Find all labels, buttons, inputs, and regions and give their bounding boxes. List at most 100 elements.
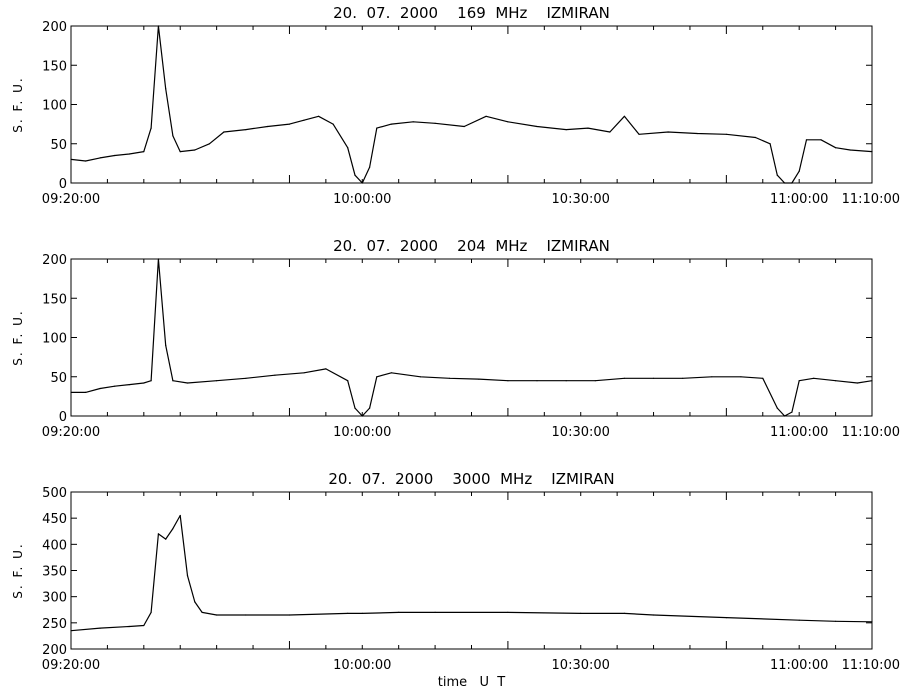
x-tick-label: 10:30:00 — [552, 192, 610, 207]
y-tick-label: 100 — [42, 99, 67, 114]
data-point — [114, 385, 116, 387]
chart-panel-2: 20. 07. 2000 204 MHz IZMIRAN S. F. U. 0 50 1… — [11, 237, 900, 440]
data-point — [288, 614, 291, 616]
data-point — [70, 630, 72, 632]
plot-frame — [70, 258, 873, 417]
data-point — [85, 160, 87, 162]
data-point — [623, 115, 626, 117]
data-point — [652, 614, 655, 616]
y-tick-label: 200 — [42, 20, 67, 35]
x-tick-label: 09:20:00 — [42, 192, 100, 207]
data-point — [434, 122, 436, 124]
data-point — [150, 127, 152, 129]
data-point — [390, 372, 392, 374]
data-point — [157, 258, 159, 260]
data-point — [390, 123, 392, 125]
data-point — [536, 380, 538, 382]
data-point — [507, 121, 509, 123]
data-point — [398, 611, 400, 614]
data-point — [216, 380, 218, 382]
data-point — [638, 133, 640, 135]
data-point — [835, 620, 837, 622]
y-tick-label: 50 — [50, 138, 67, 153]
y-tick-label: 250 — [42, 617, 67, 632]
y-tick-label: 350 — [42, 565, 67, 580]
data-point — [587, 127, 589, 129]
data-point — [805, 139, 808, 141]
data-point — [172, 380, 174, 382]
data-point — [303, 372, 305, 374]
data-point — [99, 387, 101, 390]
data-point — [288, 123, 291, 125]
data-point — [609, 131, 611, 133]
data-point — [820, 139, 822, 141]
data-point — [565, 380, 567, 382]
data-point — [412, 121, 414, 123]
data-point — [165, 538, 167, 540]
data-point — [594, 380, 596, 382]
x-axis-label: time U T — [438, 675, 506, 690]
series-line-1 — [70, 514, 873, 632]
y-tick-label: 500 — [42, 486, 67, 501]
data-point — [172, 135, 174, 137]
x-tick-label: 10:00:00 — [333, 658, 391, 673]
data-point — [165, 344, 167, 346]
data-point — [791, 182, 793, 184]
data-point — [369, 166, 371, 168]
data-point — [245, 129, 247, 131]
data-point — [485, 115, 487, 117]
data-point — [565, 129, 567, 131]
data-point — [798, 380, 800, 382]
data-point — [354, 174, 356, 176]
y-tick-label: 200 — [42, 643, 67, 658]
data-point — [99, 157, 101, 159]
data-point — [157, 533, 159, 535]
y-tick-label: 0 — [59, 410, 67, 425]
data-point — [507, 611, 509, 614]
data-point — [871, 380, 873, 382]
data-point — [186, 382, 189, 384]
data-point — [791, 411, 793, 413]
data-point — [725, 617, 728, 619]
chart-title: 20. 07. 2000 204 MHz IZMIRAN — [333, 237, 610, 255]
x-tick-label: 10:30:00 — [552, 425, 610, 440]
y-tick-label: 50 — [50, 371, 67, 386]
data-point — [856, 382, 859, 384]
data-point — [128, 625, 130, 628]
data-point — [208, 143, 210, 145]
data-point — [143, 624, 145, 627]
y-axis-label: S. F. U. — [11, 309, 25, 365]
data-point — [849, 149, 851, 151]
data-point — [711, 376, 713, 378]
data-point — [150, 380, 152, 382]
data-point — [172, 528, 174, 530]
data-point — [157, 25, 159, 27]
data-point — [769, 143, 771, 145]
data-point — [267, 125, 269, 128]
y-tick-label: 200 — [42, 253, 67, 268]
data-point — [623, 377, 626, 379]
data-point — [201, 611, 203, 614]
chart-title: 20. 07. 2000 3000 MHz IZMIRAN — [328, 470, 614, 488]
x-tick-label: 10:00:00 — [333, 425, 391, 440]
data-point — [376, 376, 378, 378]
y-tick-label: 400 — [42, 538, 67, 553]
data-point — [652, 377, 655, 379]
chart-panel-1: 20. 07. 2000 169 MHz IZMIRAN S. F. U. 0 50 1… — [11, 4, 900, 207]
data-point — [223, 131, 225, 133]
data-point — [325, 368, 327, 370]
data-point — [165, 88, 167, 90]
data-point — [179, 151, 181, 153]
data-point — [361, 612, 363, 615]
data-point — [682, 377, 684, 379]
y-tick-label: 100 — [42, 332, 67, 347]
x-tick-label: 11:00:00 — [770, 658, 828, 673]
data-point — [463, 125, 465, 128]
data-point — [361, 182, 363, 184]
data-point — [798, 619, 800, 621]
x-tick-label: 11:10:00 — [842, 658, 900, 673]
data-point — [245, 614, 247, 616]
data-point — [99, 627, 101, 629]
data-point — [186, 575, 189, 577]
